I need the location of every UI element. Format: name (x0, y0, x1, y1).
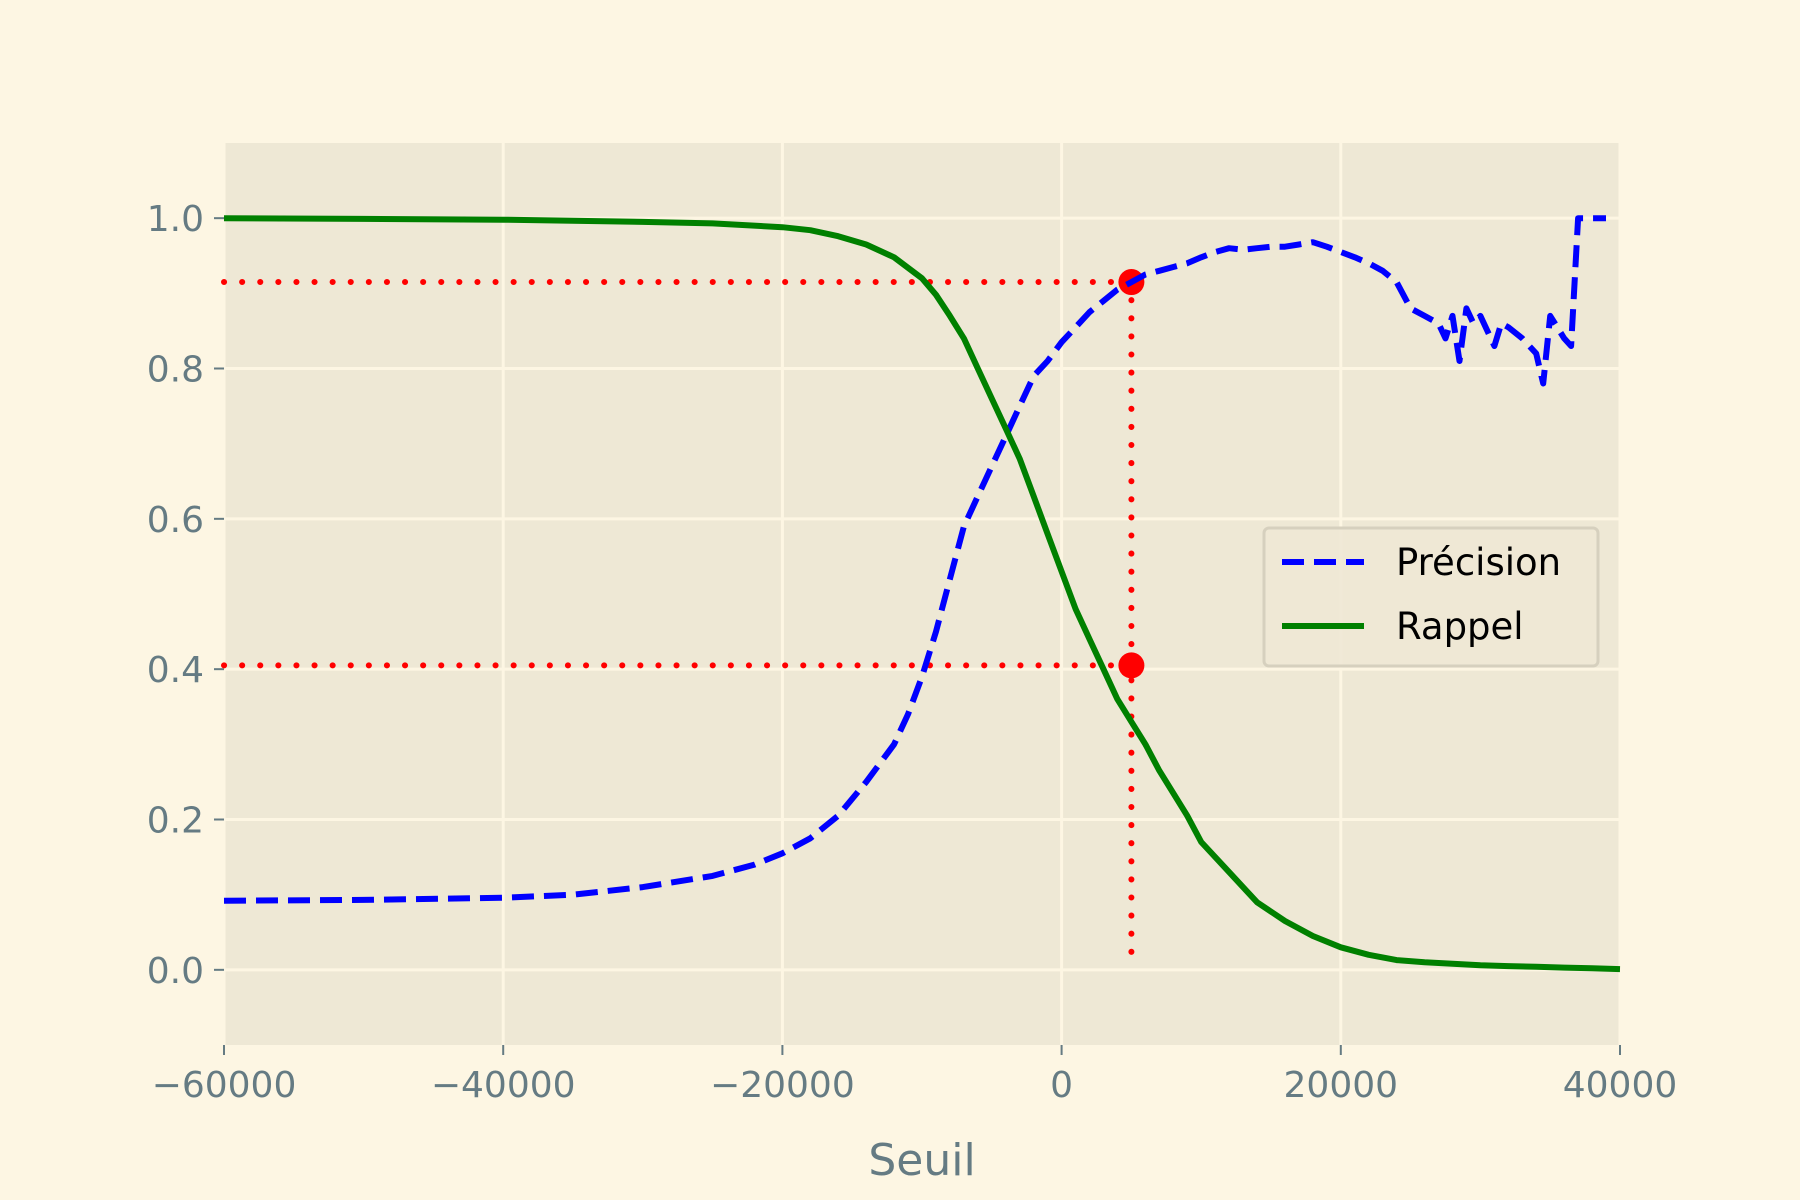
x-tick-label: −20000 (710, 1065, 855, 1106)
series-lines (223, 215, 1621, 973)
x-tick-label: −40000 (431, 1065, 576, 1106)
axis-ticks: −60000 −40000 −20000 0 20000 40000 0.0 0.2 0.4 0.… (147, 199, 1678, 1106)
x-tick-label: 40000 (1563, 1065, 1678, 1106)
y-tick-label: 0.4 (147, 650, 204, 691)
recall-threshold-point (1118, 652, 1145, 679)
y-tick-label: 0.0 (147, 951, 204, 992)
x-axis-label: Seuil (868, 1135, 975, 1186)
x-tick-label: 20000 (1284, 1065, 1399, 1106)
y-tick-label: 0.2 (147, 801, 204, 842)
x-tick-label: 0 (1050, 1065, 1073, 1106)
y-tick-label: 0.8 (147, 350, 204, 391)
y-tick-label: 0.6 (147, 500, 204, 541)
y-tick-label: 1.0 (147, 199, 204, 240)
x-tick-label: −60000 (152, 1065, 297, 1106)
grid (222, 143, 1622, 1045)
legend: Précision Rappel (1262, 526, 1600, 668)
legend-label-précision: Précision (1396, 541, 1561, 584)
threshold-annotations (221, 269, 1145, 973)
series-line-rappel (223, 215, 1621, 973)
legend-label-rappel: Rappel (1396, 605, 1524, 648)
